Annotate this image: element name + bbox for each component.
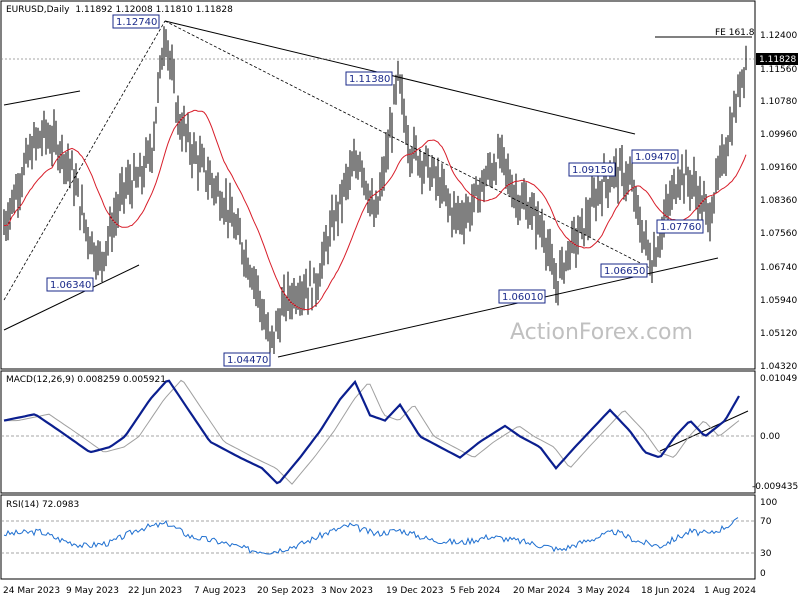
x-tick: 18 Jun 2024 xyxy=(641,586,695,596)
y-tick: 1.05120 xyxy=(760,329,797,339)
trendline-left-upper xyxy=(3,90,81,106)
watermark: ActionForex.com xyxy=(510,320,693,345)
svg-text:1.06340: 1.06340 xyxy=(50,280,91,291)
x-tick: 5 Feb 2024 xyxy=(450,586,501,596)
rsi-line xyxy=(3,517,739,555)
x-tick: 24 Mar 2023 xyxy=(3,586,60,596)
rsi-tick: 0 xyxy=(760,569,766,579)
current-price-label: 1.11828 xyxy=(759,55,796,65)
pivot-label-4: 1.07760 xyxy=(656,219,704,234)
moving-average-line xyxy=(4,109,747,311)
x-tick: 22 Jun 2023 xyxy=(128,586,182,596)
svg-text:1.09470: 1.09470 xyxy=(635,152,676,163)
y-tick: 1.07560 xyxy=(760,229,797,239)
y-tick: 1.08360 xyxy=(760,196,797,206)
x-tick: 9 May 2023 xyxy=(66,586,119,596)
y-tick: 1.10780 xyxy=(760,97,797,107)
svg-text:1.12740: 1.12740 xyxy=(116,17,157,28)
macd-y-axis: 0.01049 0.00 -0.009435 xyxy=(752,374,798,492)
macd-line xyxy=(3,379,740,485)
rsi-tick: 70 xyxy=(760,517,772,527)
trendline-left-lower xyxy=(3,264,140,331)
rsi-title: RSI(14) 72.0983 xyxy=(6,500,79,510)
x-tick: 19 Dec 2023 xyxy=(386,586,444,596)
svg-text:1.04470: 1.04470 xyxy=(227,355,268,366)
price-header: EURUSD,Daily 1.11892 1.12008 1.11810 1.11… xyxy=(6,5,233,15)
fe-label: FE 161.8 xyxy=(715,28,755,38)
rsi-tick: 30 xyxy=(760,549,772,559)
x-tick: 3 Nov 2023 xyxy=(321,586,373,596)
pivot-label-1: 1.11380 xyxy=(345,71,393,86)
x-tick: 3 May 2024 xyxy=(577,586,630,596)
x-axis: 24 Mar 2023 9 May 2023 22 Jun 2023 7 Aug… xyxy=(3,586,756,596)
trendline-macd xyxy=(659,410,749,452)
price-panel xyxy=(0,0,756,370)
y-tick: 1.09960 xyxy=(760,130,797,140)
svg-text:1.06010: 1.06010 xyxy=(502,292,543,303)
x-tick: 20 Mar 2024 xyxy=(513,586,570,596)
macd-tick: 0.00 xyxy=(760,432,780,442)
pivot-label-7: 1.06340 xyxy=(46,277,94,292)
price-candles xyxy=(3,26,747,356)
y-tick: 1.12400 xyxy=(760,31,797,41)
pivot-label-5: 1.06650 xyxy=(600,263,648,278)
macd-tick: 0.01049 xyxy=(760,374,797,384)
pivot-label-6: 1.06010 xyxy=(498,289,546,304)
current-price-tag xyxy=(756,53,798,65)
x-tick: 20 Sep 2023 xyxy=(257,586,314,596)
y-tick: 1.05940 xyxy=(760,296,797,306)
macd-title: MACD(12,26,9) 0.008259 0.005921 xyxy=(6,375,166,385)
macd-panel xyxy=(0,370,756,494)
rsi-panel xyxy=(0,494,756,580)
svg-text:1.09150: 1.09150 xyxy=(572,165,613,176)
y-tick: 1.11560 xyxy=(760,65,797,75)
pivot-label-3: 1.09470 xyxy=(631,149,679,164)
rsi-tick: 100 xyxy=(760,498,777,508)
y-tick: 1.04320 xyxy=(760,362,797,372)
svg-text:1.07760: 1.07760 xyxy=(660,222,701,233)
rsi-y-axis: 100 70 30 0 xyxy=(760,498,777,579)
y-tick: 1.06740 xyxy=(760,263,797,273)
svg-text:1.11380: 1.11380 xyxy=(349,74,390,85)
pivot-label-8: 1.04470 xyxy=(223,352,271,367)
macd-tick: -0.009435 xyxy=(752,482,798,492)
x-tick: 1 Aug 2024 xyxy=(704,586,756,596)
price-y-axis: 1.12400 1.11560 1.10780 1.09960 1.09160 … xyxy=(756,31,798,372)
svg-text:1.06650: 1.06650 xyxy=(604,266,645,277)
pivot-label-2: 1.09150 xyxy=(568,162,616,177)
x-tick: 7 Aug 2023 xyxy=(194,586,246,596)
y-tick: 1.09160 xyxy=(760,163,797,173)
pivot-label-0: 1.12740 xyxy=(112,14,160,29)
